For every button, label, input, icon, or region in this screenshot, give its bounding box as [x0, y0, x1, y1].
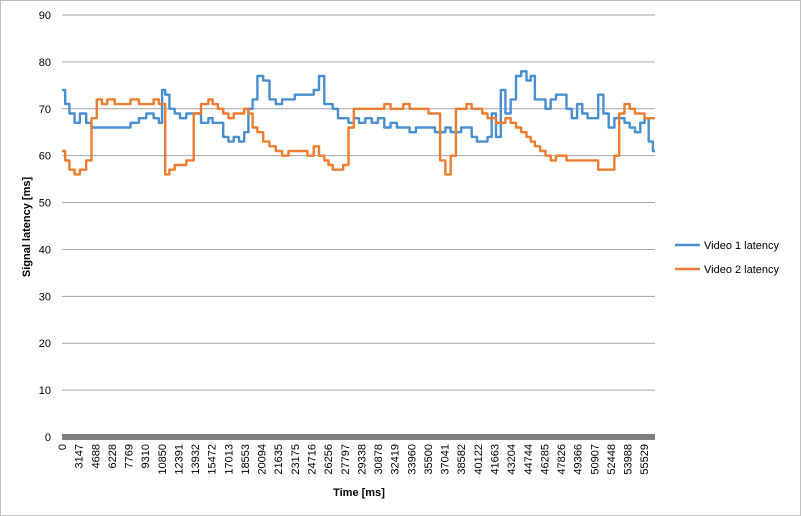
x-tick-label: 35500: [423, 444, 435, 475]
x-axis: 0 3147 4688 6228 7769 9310 10850 12391 13932 1547…: [57, 434, 655, 475]
x-tick-label: 44744: [523, 444, 535, 475]
x-tick-label: 21635: [273, 444, 285, 475]
x-tick-label: 20094: [257, 444, 269, 475]
x-tick-label: 52448: [606, 444, 618, 475]
y-tick-label: 0: [45, 432, 51, 444]
x-tick-label: 55529: [639, 444, 651, 475]
x-tick-label: 23175: [290, 444, 302, 475]
x-tick-label: 33960: [406, 444, 418, 475]
x-tick-label: 9310: [140, 444, 152, 468]
x-tick-label: 29338: [356, 444, 368, 475]
x-tick-label: 26256: [323, 444, 335, 475]
x-tick-label: 17013: [223, 444, 235, 475]
x-tick-label: 18553: [240, 444, 252, 475]
x-tick-label: 49366: [573, 444, 585, 475]
y-axis-title: Signal latency [ms]: [21, 177, 33, 278]
y-tick-label: 50: [39, 198, 51, 210]
y-tick-label: 20: [39, 338, 51, 350]
legend-label: Video 2 latency: [704, 264, 780, 276]
x-tick-label: 50907: [589, 444, 601, 475]
y-tick-label: 90: [39, 10, 51, 22]
x-tick-label: 12391: [173, 444, 185, 475]
series-line-2: [62, 98, 655, 176]
x-axis-title: Time [ms]: [333, 487, 385, 499]
x-tick-label: 24716: [307, 444, 319, 475]
x-tick-label: 10850: [157, 444, 169, 475]
legend: Video 1 latency Video 2 latency: [675, 240, 780, 276]
x-tick-label: 4688: [90, 444, 102, 468]
y-tick-label: 60: [39, 151, 51, 163]
x-tick-label: 27797: [340, 444, 352, 475]
x-tick-label: 7769: [124, 444, 136, 468]
y-tick-label: 30: [39, 291, 51, 303]
series-lines: [62, 70, 655, 176]
x-tick-label: 47826: [556, 444, 568, 475]
x-tick-label: 43204: [506, 444, 518, 475]
series-line-1: [62, 70, 655, 153]
x-tick-label: 37041: [440, 444, 452, 475]
x-tick-label: 15472: [207, 444, 219, 475]
y-tick-label: 70: [39, 104, 51, 116]
x-tick-label: 6228: [107, 444, 119, 468]
gridlines: [62, 14, 655, 438]
legend-label: Video 1 latency: [704, 240, 780, 252]
x-tick-label: 3147: [74, 444, 86, 468]
y-tick-label: 80: [39, 57, 51, 69]
y-tick-label: 10: [39, 385, 51, 397]
x-tick-label: 13932: [190, 444, 202, 475]
y-axis: 0 10 20 30 40 50 60 70 80 90: [39, 10, 51, 444]
x-tick-label: 0: [57, 444, 69, 450]
x-tick-label: 32419: [390, 444, 402, 475]
x-tick-label: 53988: [623, 444, 635, 475]
y-tick-label: 40: [39, 244, 51, 256]
x-tick-label: 30878: [373, 444, 385, 475]
x-tick-label: 46285: [539, 444, 551, 475]
x-tick-label: 40122: [473, 444, 485, 475]
x-tick-label: 38582: [456, 444, 468, 475]
x-tick-label: 41663: [489, 444, 501, 475]
